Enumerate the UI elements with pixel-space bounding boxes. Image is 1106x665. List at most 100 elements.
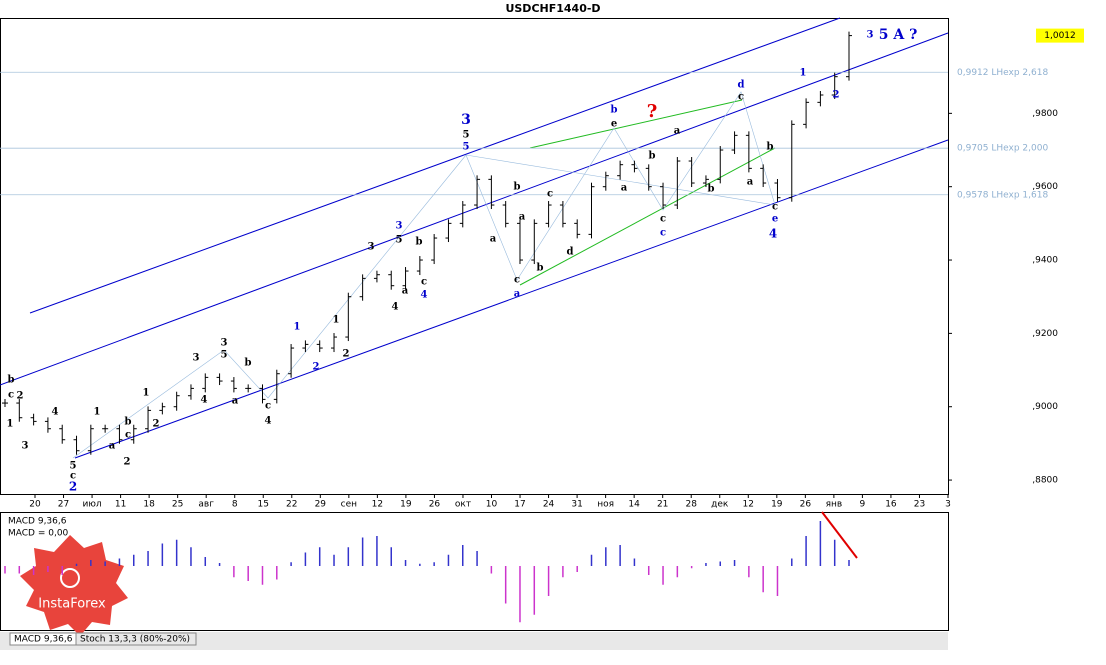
wave-label: e (772, 214, 778, 225)
wave-label: c (660, 228, 666, 239)
wave-label: a (109, 441, 116, 452)
x-tick-label: дек (711, 500, 729, 510)
x-tick-label: 26 (429, 500, 441, 510)
wave-label: 4 (392, 302, 399, 313)
wave-label: 1 (143, 388, 150, 399)
x-tick-label: 24 (543, 500, 555, 510)
x-tick-label: 20 (29, 500, 41, 510)
wave-label: 2 (833, 90, 840, 101)
macd-title: MACD 9,36,6 (8, 517, 67, 527)
wave-label: 1 (94, 407, 101, 418)
wave-label: 4 (265, 416, 272, 427)
x-tick-label: 9 (860, 500, 866, 510)
wave-label: c (70, 471, 76, 482)
wave-line (72, 91, 776, 459)
wave-label: 2 (69, 480, 77, 494)
wave-label: b (649, 151, 656, 162)
triangle-line (519, 147, 776, 286)
wave-label: c (421, 277, 427, 288)
wave-label: a (514, 289, 521, 300)
wave-label: a (490, 234, 497, 245)
wave-label: 3 (221, 338, 228, 349)
x-tick-label: 3 (945, 500, 951, 510)
wave-label: a (519, 212, 526, 223)
macd-divergence-line (821, 511, 858, 559)
x-tick-label: 14 (628, 500, 640, 510)
wave-label: b (245, 358, 252, 369)
wave-label: 3 (368, 242, 375, 253)
fib-label: 0,9705 LHexp 2,000 (957, 144, 1048, 154)
wave-label: c (514, 275, 520, 286)
wave-label: b (537, 263, 544, 274)
wave-label: 5 (70, 461, 77, 472)
x-tick-label: 25 (172, 500, 183, 510)
fib-label: 0,9912 LHexp 2,618 (957, 68, 1048, 78)
wave-label: b (708, 184, 715, 195)
channel-line (0, 32, 949, 386)
wave-label: 5 (221, 350, 228, 361)
wave-label: a (674, 126, 681, 137)
fib-label: 0,9578 LHexp 1,618 (957, 190, 1048, 200)
last-price-box (1036, 28, 1084, 43)
x-tick-label: 10 (486, 500, 498, 510)
channel-line (29, 17, 841, 314)
x-tick-label: 12 (372, 500, 383, 510)
wave-label: 3 (22, 441, 29, 452)
wave-label: 3 (193, 353, 200, 364)
x-tick-label: 26 (800, 500, 812, 510)
wave-label: 1 (800, 68, 807, 79)
chart-title: USDCHF1440-D (505, 2, 600, 15)
x-tick-label: 19 (771, 500, 783, 510)
x-tick-label: 8 (232, 500, 238, 510)
indicator-tab[interactable] (75, 632, 197, 646)
channel (0, 17, 949, 459)
wave-lines (72, 91, 776, 459)
wave-label: a (402, 286, 409, 297)
wave-label: 3 (461, 112, 471, 128)
wave-label: 2 (313, 362, 320, 373)
wave-label: c (125, 430, 131, 441)
x-tick-label: 23 (914, 500, 925, 510)
x-tick-label: 16 (885, 500, 897, 510)
wave-label: a (232, 396, 239, 407)
x-tick-label: авг (198, 500, 214, 510)
x-tick-label: 29 (315, 500, 327, 510)
tab-bar (0, 632, 948, 650)
x-tick-label: 19 (400, 500, 412, 510)
x-tick-label: янв (826, 500, 843, 510)
wave-label: b (416, 237, 423, 248)
x-tick-label: 27 (58, 500, 69, 510)
triangle-line (529, 99, 743, 149)
wave-label: c (8, 390, 14, 401)
wave-label: 3 (867, 30, 874, 41)
x-tick-label: 15 (258, 500, 269, 510)
y-tick-label: ,9400 (1032, 256, 1058, 266)
wave-label: b (125, 417, 132, 428)
wave-label: d (738, 80, 745, 91)
wave-label: 4 (421, 290, 428, 301)
main-frame (0, 18, 949, 495)
x-tick-label: 21 (657, 500, 668, 510)
wave-label: a (747, 177, 754, 188)
wave-label: c (738, 92, 744, 103)
wave-label: ? (647, 101, 658, 122)
wave-label: 3 (396, 221, 403, 232)
wave-label: 5 (463, 142, 470, 153)
wave-label: 2 (124, 457, 131, 468)
wave-label: 5 (463, 130, 470, 141)
logo: InstaForex (20, 535, 128, 636)
wave-label: c (547, 189, 553, 200)
wave-label: 5 (396, 235, 403, 246)
y-tick-label: ,9000 (1032, 402, 1058, 412)
indicator-tab-label: Stoch 13,3,3 (80%-20%) (80, 635, 190, 645)
wave-label: c (265, 401, 271, 412)
wave-label: 2 (153, 419, 160, 430)
wave-label: 4 (201, 395, 208, 406)
y-tick-label: ,9200 (1032, 329, 1058, 339)
triangle (519, 99, 776, 286)
x-tick-label: 12 (743, 500, 754, 510)
wave-label: c (660, 214, 666, 225)
indicator-tab-label: MACD 9,36,6 (14, 635, 73, 645)
wave-line (465, 154, 776, 206)
